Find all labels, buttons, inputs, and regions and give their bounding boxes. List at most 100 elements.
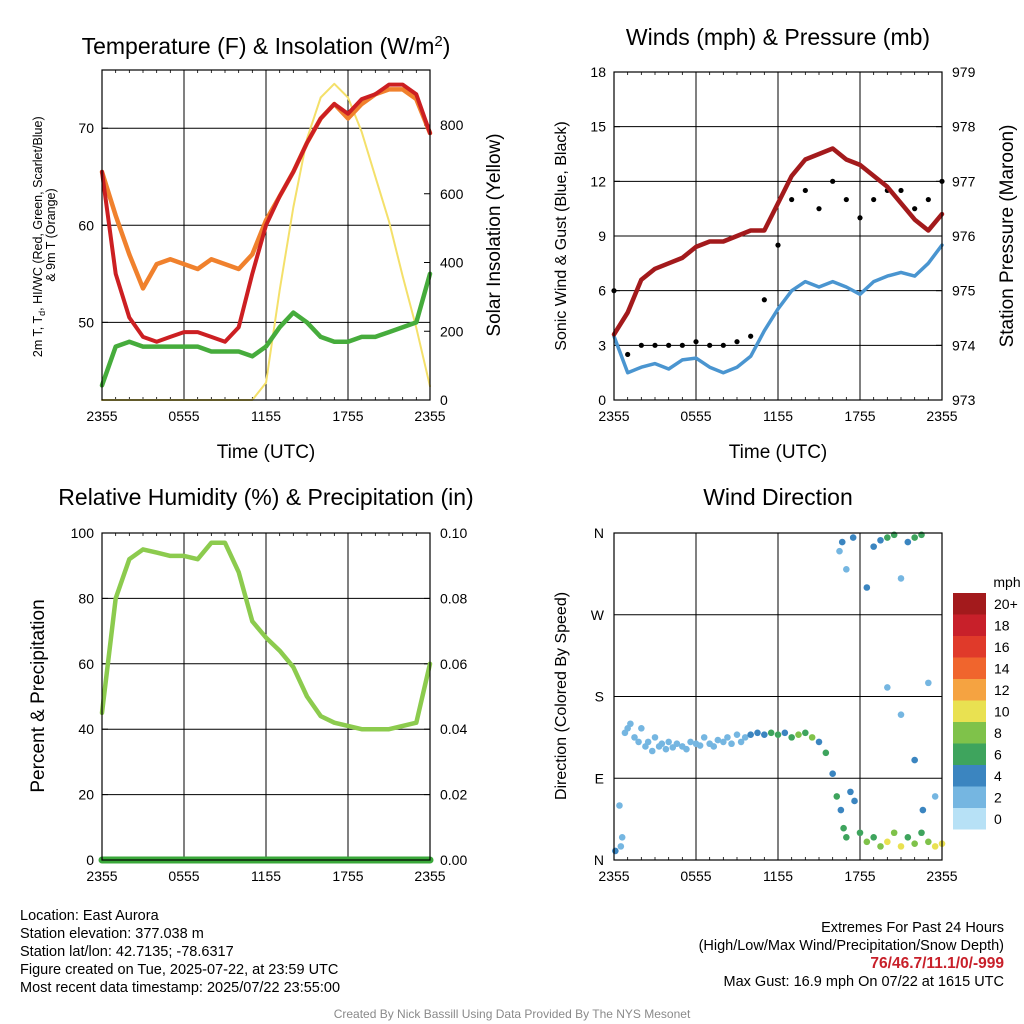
series-relative-humidity xyxy=(99,540,433,732)
y2-tick-label: 600 xyxy=(440,186,464,202)
direction-point xyxy=(843,833,850,841)
direction-point xyxy=(710,743,718,750)
y-tick-label: 60 xyxy=(78,217,94,233)
x-tick-label: 2355 xyxy=(926,868,957,884)
direction-point xyxy=(836,547,843,555)
y-tick-label: 80 xyxy=(78,590,94,606)
y-tick-label: 9 xyxy=(598,228,606,244)
winds-tick-labels: 2355 0555 1155 1755 235503691215189739749759… xyxy=(590,64,975,424)
y2-tick-label: 0.04 xyxy=(440,721,467,737)
gust-point xyxy=(830,178,836,184)
direction-point xyxy=(724,734,731,741)
y2-tick-label: 400 xyxy=(440,255,464,271)
direction-point xyxy=(648,747,656,755)
wind-direction-plot-frame xyxy=(613,532,943,861)
gust-point xyxy=(775,242,781,248)
gust-point xyxy=(789,196,795,203)
y2-tick-label: 0.10 xyxy=(440,525,467,541)
direction-point xyxy=(833,793,841,800)
x-tick-label: 2355 xyxy=(86,868,117,884)
x-tick-label: 1755 xyxy=(844,868,875,884)
gust-point xyxy=(748,333,754,339)
legend-swatch xyxy=(953,679,986,701)
pressure-y-axis-label: Station Pressure (Maroon) xyxy=(997,125,1018,348)
direction-point xyxy=(918,829,925,837)
y-tick-label: 3 xyxy=(598,337,606,353)
gust-point xyxy=(761,297,767,303)
y-tick-label: N xyxy=(594,525,604,541)
gust-point xyxy=(625,351,631,358)
direction-point xyxy=(767,729,775,737)
direction-point xyxy=(696,742,704,749)
direction-point xyxy=(849,534,857,541)
legend-label: 4 xyxy=(994,768,1002,784)
temperature-x-axis-label: Time (UTC) xyxy=(217,442,316,463)
direction-point xyxy=(700,734,708,741)
direction-point xyxy=(737,738,745,746)
speed-color-legend: 20+ 18 16 14 12 10 8 6 4 2 0 xyxy=(953,593,1018,830)
y-tick-label: W xyxy=(591,607,605,623)
series-td xyxy=(99,271,433,388)
direction-point xyxy=(863,584,871,591)
gust-point xyxy=(666,342,672,348)
legend-swatch xyxy=(953,593,986,615)
y2-tick-label: 976 xyxy=(952,228,976,244)
direction-point xyxy=(761,731,768,738)
direction-point xyxy=(843,566,850,573)
temperature-y-axis-label: 2m T, Td, HI/WC (Red, Green, Scarlet/Blu… xyxy=(31,113,58,357)
direction-point xyxy=(651,734,659,741)
humidity-tick-labels: 2355 0555 1155 1755 23550204060801000.000.02… xyxy=(71,525,468,884)
wind-direction-panel: Wind Direction 2355 0555 1155 1755 2355NESWN… xyxy=(553,484,1021,884)
x-tick-label: 1155 xyxy=(251,868,281,884)
x-tick-label: 0555 xyxy=(168,408,199,424)
x-tick-label: 1155 xyxy=(763,868,793,884)
legend-swatch xyxy=(953,614,986,636)
direction-point xyxy=(856,829,864,837)
direction-point xyxy=(931,843,939,850)
legend-label: 0 xyxy=(994,811,1002,827)
legend-label: 6 xyxy=(994,746,1002,762)
y2-tick-label: 0 xyxy=(440,392,448,408)
direction-point xyxy=(822,749,830,757)
direction-point xyxy=(612,847,619,855)
y-tick-label: 70 xyxy=(78,120,94,136)
x-tick-label: 2355 xyxy=(414,408,445,424)
recent-timestamp: Most recent data timestamp: 2025/07/22 2… xyxy=(20,980,341,996)
direction-point xyxy=(838,538,846,546)
y-tick-label: 18 xyxy=(590,64,606,80)
credit-line: Created By Nick Bassill Using Data Provi… xyxy=(333,1007,691,1021)
legend-label: 12 xyxy=(994,682,1010,698)
y2-tick-label: 0.02 xyxy=(440,787,467,803)
gust-point xyxy=(652,342,658,348)
y2-tick-label: 978 xyxy=(952,119,976,135)
direction-point xyxy=(884,838,891,846)
direction-point xyxy=(884,684,891,691)
x-tick-label: 1755 xyxy=(844,408,875,424)
x-tick-label: 1155 xyxy=(251,408,281,424)
direction-point xyxy=(774,731,782,738)
direction-point xyxy=(897,575,905,582)
direction-point xyxy=(747,731,754,738)
gust-point xyxy=(857,215,863,221)
humidity-plot-frame xyxy=(101,532,431,861)
wind-direction-panel-title: Wind Direction xyxy=(703,484,853,510)
legend-label: 10 xyxy=(994,703,1010,719)
legend-swatch xyxy=(953,786,986,808)
wind-direction-gridlines xyxy=(613,533,943,860)
extremes-subtitle: (High/Low/Max Wind/Precipitation/Snow De… xyxy=(698,938,1004,954)
direction-point xyxy=(904,538,912,546)
legend-swatch xyxy=(953,722,986,744)
direction-point xyxy=(733,731,741,738)
humidity-panel-title: Relative Humidity (%) & Precipitation (i… xyxy=(58,484,473,510)
direction-point xyxy=(631,734,638,741)
direction-point xyxy=(662,745,670,753)
legend-label: 14 xyxy=(994,660,1010,676)
x-tick-label: 2355 xyxy=(598,868,629,884)
direction-point xyxy=(877,843,884,850)
direction-point xyxy=(795,731,802,738)
wind-direction-points xyxy=(612,531,946,855)
direction-point xyxy=(673,740,681,748)
gust-point xyxy=(843,196,849,203)
insolation-y-axis-label: Solar Insolation (Yellow) xyxy=(484,133,505,336)
max-gust: Max Gust: 16.9 mph On 07/22 at 1615 UTC xyxy=(723,974,1004,990)
